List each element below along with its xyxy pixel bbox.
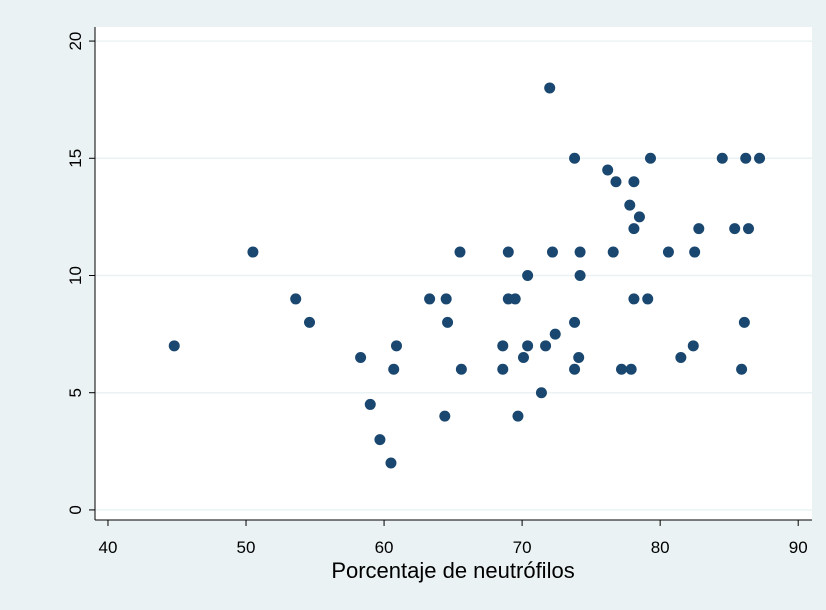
point [716, 152, 728, 164]
point [574, 246, 586, 258]
point [628, 293, 640, 305]
point [497, 340, 509, 352]
point [364, 398, 376, 410]
x-tick-label: 40 [99, 538, 118, 557]
point [729, 223, 741, 235]
point [642, 293, 654, 305]
point [374, 434, 386, 446]
point [610, 176, 622, 188]
point [247, 246, 259, 258]
point [675, 352, 687, 364]
point [573, 352, 585, 364]
point [522, 269, 534, 281]
point [569, 363, 581, 375]
point [644, 152, 656, 164]
point [502, 246, 514, 258]
point [535, 387, 547, 399]
point [546, 246, 558, 258]
x-axis-label: Porcentaje de neutrófilos [331, 558, 574, 583]
point [569, 152, 581, 164]
point [540, 340, 552, 352]
y-tick-label: 0 [66, 505, 85, 514]
point [304, 316, 316, 328]
point [544, 82, 556, 94]
point [754, 152, 766, 164]
x-tick-label: 90 [789, 538, 808, 557]
point [689, 246, 701, 258]
point [628, 176, 640, 188]
point [549, 328, 561, 340]
point [607, 246, 619, 258]
y-tick-label: 5 [66, 388, 85, 397]
point [424, 293, 436, 305]
point [633, 211, 645, 223]
point [355, 352, 367, 364]
y-tick-label: 20 [66, 32, 85, 51]
point [290, 293, 302, 305]
point [574, 269, 586, 281]
point [497, 363, 509, 375]
point [625, 363, 637, 375]
point [662, 246, 674, 258]
point [742, 223, 754, 235]
point [509, 293, 521, 305]
point [602, 164, 614, 176]
x-tick-label: 50 [237, 538, 256, 557]
point [517, 352, 529, 364]
point [388, 363, 400, 375]
point [693, 223, 705, 235]
point [615, 363, 627, 375]
x-tick-label: 60 [375, 538, 394, 557]
point [440, 293, 452, 305]
plot-area [95, 27, 812, 520]
point [569, 316, 581, 328]
point [454, 246, 466, 258]
point [628, 223, 640, 235]
x-tick-label: 80 [651, 538, 670, 557]
point [442, 316, 454, 328]
point [740, 152, 752, 164]
point [390, 340, 402, 352]
point [738, 316, 750, 328]
point [385, 457, 397, 469]
point [736, 363, 748, 375]
point [624, 199, 636, 211]
point [512, 410, 524, 422]
point [168, 340, 180, 352]
point [455, 363, 467, 375]
y-tick-label: 10 [66, 266, 85, 285]
y-tick-label: 15 [66, 149, 85, 168]
point [439, 410, 451, 422]
x-tick-label: 70 [513, 538, 532, 557]
point [522, 340, 534, 352]
point [687, 340, 699, 352]
